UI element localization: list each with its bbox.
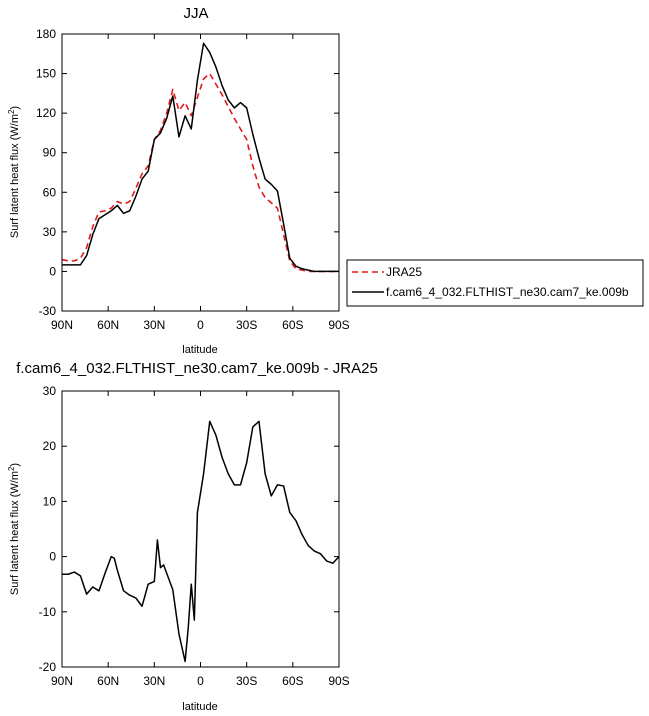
bottom-y-tick-label: -10	[39, 605, 57, 619]
bottom-axis-ticks: 90N 60N 30N 0 30S 60S 90S -20 -10 0 10 20 30	[39, 384, 350, 688]
bottom-x-tick-label: 90S	[328, 674, 349, 688]
top-x-tick-label: 60N	[97, 318, 119, 332]
top-x-tick-label: 90S	[328, 318, 349, 332]
bottom-x-tick-label: 90N	[51, 674, 73, 688]
bottom-x-tick-label: 0	[197, 674, 204, 688]
top-x-tick-label: 30N	[143, 318, 165, 332]
legend: JRA25 f.cam6_4_032.FLTHIST_ne30.cam7_ke.…	[346, 259, 644, 307]
top-x-tick-label: 60S	[282, 318, 303, 332]
top-y-tick-label: 150	[36, 67, 56, 81]
top-y-tick-label: 90	[43, 146, 57, 160]
bottom-plot-frame	[61, 390, 340, 668]
bottom-y-tick-label: 20	[43, 439, 57, 453]
top-y-tick-label: 0	[49, 264, 56, 278]
top-x-axis-label: latitude	[182, 344, 217, 356]
top-series-line-1	[62, 42, 339, 273]
top-series-layer	[61, 42, 339, 273]
bottom-y-tick-label: 0	[49, 550, 56, 564]
bottom-series-layer	[62, 420, 340, 663]
bottom-x-tick-label: 30S	[236, 674, 257, 688]
top-plot-frame	[61, 33, 340, 312]
top-axis-ticks: 90N 60N 30N 0 30S 60S 90S -30 0 30 60 90 120 150 180	[36, 27, 350, 332]
legend-box	[346, 259, 644, 307]
top-y-tick-label: 30	[43, 225, 57, 239]
bottom-x-tick-label: 30N	[143, 674, 165, 688]
top-chart-title: JJA	[183, 5, 208, 22]
top-x-tick-label: 30S	[236, 318, 257, 332]
bottom-y-axis-label: Surf latent heat flux (W/m2)	[7, 463, 22, 595]
bottom-x-axis-label: latitude	[182, 701, 217, 713]
legend-label-jra25: JRA25	[386, 265, 422, 279]
top-chart: JJA 90N 60N 30N 0 30S 60S 90S -30 0 30 60 90 120 150 1…	[7, 5, 644, 356]
legend-label-cam: f.cam6_4_032.FLTHIST_ne30.cam7_ke.009b	[386, 285, 629, 299]
bottom-y-tick-label: -20	[39, 660, 57, 674]
top-y-tick-label: 120	[36, 106, 56, 120]
bottom-chart: f.cam6_4_032.FLTHIST_ne30.cam7_ke.009b -…	[7, 360, 378, 713]
top-x-tick-label: 0	[197, 318, 204, 332]
bottom-chart-title: f.cam6_4_032.FLTHIST_ne30.cam7_ke.009b -…	[16, 360, 378, 377]
bottom-x-tick-label: 60N	[97, 674, 119, 688]
top-y-axis-label: Surf latent heat flux (W/m2)	[7, 106, 22, 238]
top-y-tick-label: 180	[36, 27, 56, 41]
top-y-tick-label: 60	[43, 185, 57, 199]
bottom-x-tick-label: 60S	[282, 674, 303, 688]
top-x-tick-label: 90N	[51, 318, 73, 332]
top-y-tick-label: -30	[39, 304, 57, 318]
bottom-y-tick-label: 30	[43, 384, 57, 398]
top-series-line-0	[61, 72, 339, 273]
bottom-y-tick-label: 10	[43, 494, 57, 508]
bottom-series-line-0	[62, 420, 340, 663]
